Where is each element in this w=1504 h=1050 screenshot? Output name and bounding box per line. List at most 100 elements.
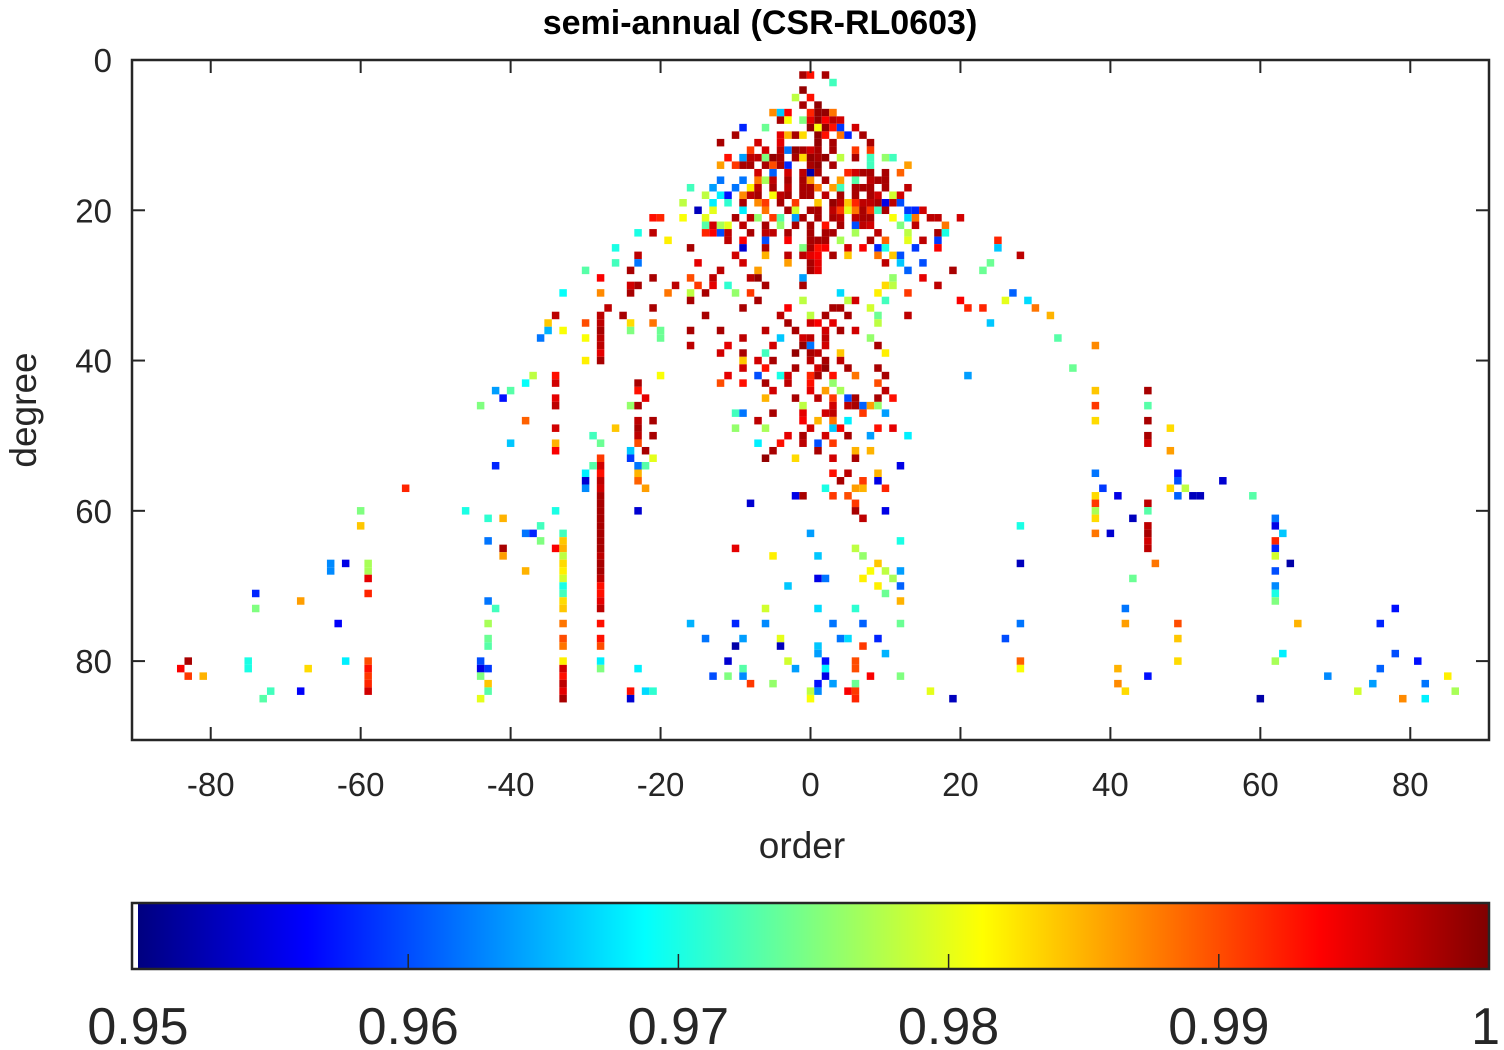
heatmap-cell [559, 289, 567, 297]
heatmap-cell [1421, 694, 1430, 703]
heatmap-cell [686, 274, 695, 282]
heatmap-cell [476, 657, 485, 665]
heatmap-cell [799, 116, 807, 124]
heatmap-cell [986, 319, 995, 327]
heatmap-cell [769, 409, 777, 417]
colorbar-frame [130, 901, 1491, 971]
heatmap-cell [364, 664, 372, 673]
heatmap-cell [814, 153, 822, 162]
heatmap-cell [821, 176, 830, 184]
heatmap-cell [859, 206, 867, 215]
heatmap-cell [874, 191, 882, 199]
heatmap-cell [1144, 522, 1152, 530]
heatmap-cell [296, 597, 305, 605]
heatmap-cell [641, 446, 650, 455]
heatmap-cell [821, 672, 830, 680]
heatmap-cell [739, 356, 747, 365]
heatmap-cell [784, 176, 792, 184]
heatmap-cell [866, 168, 875, 177]
heatmap-cell [656, 334, 665, 342]
heatmap-cell [881, 199, 890, 207]
heatmap-cell [874, 311, 882, 320]
heatmap-cell [251, 589, 260, 598]
heatmap-cell [829, 679, 837, 688]
heatmap-cell [776, 642, 785, 650]
heatmap-cell [716, 191, 725, 199]
x-axis-ticks: -80 -60 -40 -20 0 20 40 60 80 [187, 60, 1429, 803]
heatmap-cell [754, 176, 762, 184]
heatmap-cell [829, 416, 837, 425]
heatmap-cell [769, 356, 777, 365]
heatmap-cell [626, 319, 635, 327]
heatmap-cell [784, 259, 792, 267]
heatmap-cell [551, 544, 560, 553]
heatmap-cell [551, 401, 560, 410]
heatmap-cell [761, 123, 770, 132]
heatmap-cell [596, 574, 605, 583]
heatmap-cell [596, 461, 605, 470]
heatmap-cell [1271, 552, 1280, 560]
x-tick-label: 0 [801, 766, 819, 803]
heatmap-cell [559, 597, 567, 605]
heatmap-cell [754, 356, 762, 365]
heatmap-cell [866, 146, 875, 154]
colorbar-gradient [138, 904, 1489, 968]
heatmap-cell [799, 86, 807, 94]
heatmap-cell [784, 371, 792, 380]
heatmap-cell [761, 176, 770, 184]
heatmap-cell [634, 461, 642, 470]
heatmap-cell [596, 567, 605, 575]
heatmap-cell [754, 416, 762, 425]
heatmap-cell [1106, 529, 1115, 538]
heatmap-cell [859, 214, 867, 222]
heatmap-cell [866, 153, 875, 162]
heatmap-cell [739, 191, 747, 199]
heatmap-cell [866, 161, 875, 169]
x-tick-label: 60 [1242, 766, 1279, 803]
heatmap-cell [806, 153, 815, 162]
heatmap-cell [776, 634, 785, 643]
heatmap-cell [896, 199, 905, 207]
heatmap-cell [829, 251, 837, 260]
heatmap-cell [866, 672, 875, 680]
heatmap-cell [184, 672, 192, 680]
heatmap-cell [731, 183, 740, 192]
heatmap-cell [1069, 364, 1077, 372]
heatmap-cell [814, 101, 822, 109]
heatmap-cell [814, 138, 822, 147]
heatmap-cell [851, 694, 860, 703]
heatmap-cell [724, 281, 732, 290]
heatmap-cell [1144, 416, 1152, 425]
heatmap-cell [761, 364, 770, 372]
heatmap-cell [776, 108, 785, 117]
heatmap-cell [754, 199, 762, 207]
heatmap-cell [364, 589, 372, 598]
colorbar-tick-label: 0.98 [898, 998, 999, 1050]
heatmap-cell [596, 552, 605, 560]
heatmap-cell [806, 146, 815, 154]
heatmap-cell [656, 326, 665, 335]
heatmap-cell [769, 446, 777, 455]
heatmap-cell [1016, 522, 1025, 530]
heatmap-cell [184, 657, 192, 665]
heatmap-cell [814, 642, 822, 650]
heatmap-cell [911, 206, 920, 215]
heatmap-cell [739, 364, 747, 372]
heatmap-cell [701, 214, 710, 222]
heatmap-cell [851, 507, 860, 515]
heatmap-cell [634, 229, 642, 237]
heatmap-cell [896, 259, 905, 267]
colorbar-ticks: 0.95 0.96 0.97 0.98 0.99 1 [87, 954, 1500, 1050]
heatmap-cell [806, 176, 815, 184]
heatmap-cell [589, 461, 597, 470]
heatmap-cell [814, 146, 822, 154]
heatmap-cell [559, 642, 567, 650]
heatmap-cell [746, 161, 755, 169]
heatmap-cell [806, 161, 815, 169]
heatmap-cell [739, 409, 747, 417]
heatmap-cell [769, 679, 777, 688]
heatmap-cell [769, 168, 777, 177]
heatmap-cell [874, 469, 882, 478]
heatmap-cell [829, 123, 837, 132]
